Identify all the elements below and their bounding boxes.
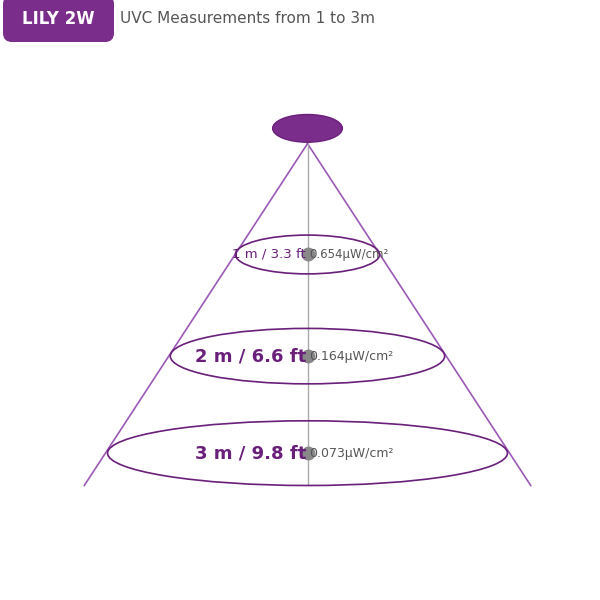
Text: LILY 2W: LILY 2W (22, 10, 95, 28)
Text: 1 m / 3.3 ft: 1 m / 3.3 ft (232, 248, 306, 261)
Text: 0.654μW/cm²: 0.654μW/cm² (309, 248, 388, 261)
Text: 2 m / 6.6 ft: 2 m / 6.6 ft (195, 347, 306, 365)
Text: 0.164μW/cm²: 0.164μW/cm² (309, 350, 393, 362)
Text: UVC Measurements from 1 to 3m: UVC Measurements from 1 to 3m (120, 11, 375, 26)
Text: 0.073μW/cm²: 0.073μW/cm² (309, 446, 394, 460)
Ellipse shape (272, 115, 343, 142)
Text: 3 m / 9.8 ft: 3 m / 9.8 ft (195, 444, 306, 462)
